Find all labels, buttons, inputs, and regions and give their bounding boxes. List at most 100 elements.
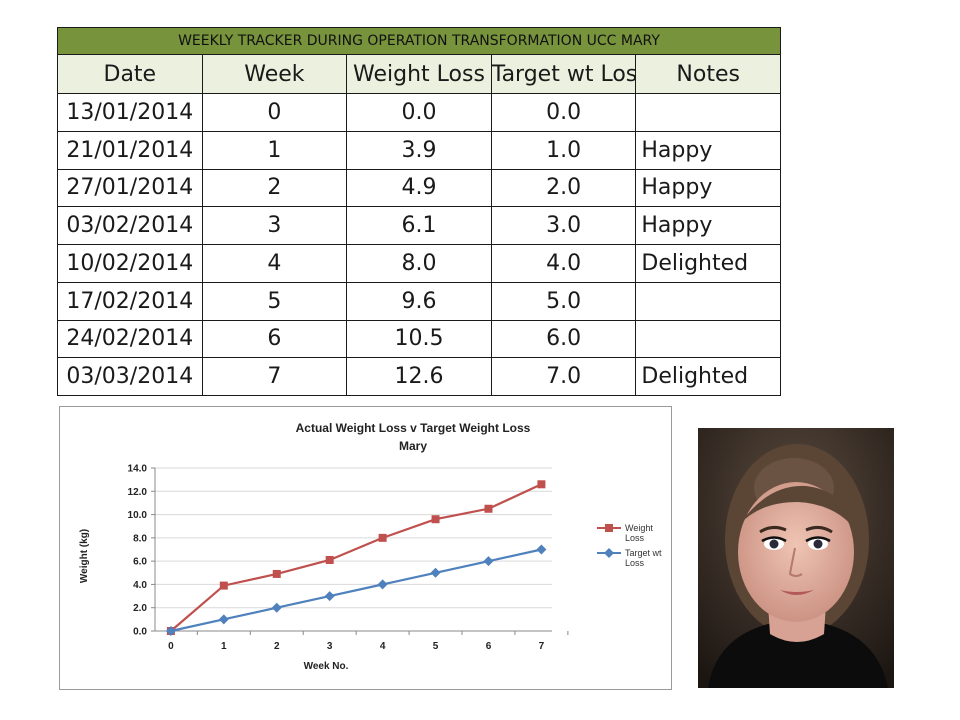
- cell-target-wt-loss: 3.0: [490, 206, 637, 245]
- header-date: Date: [57, 54, 203, 94]
- data-point-target-wt-loss: [536, 544, 547, 555]
- header-weight-loss: Weight Loss: [346, 54, 492, 94]
- table-row: 24/02/2014 6 10.5 6.0: [57, 319, 781, 359]
- legend-marker-target-wt-loss: [604, 548, 614, 558]
- data-point-weight-loss: [325, 555, 334, 564]
- cell-date: 13/01/2014: [57, 93, 203, 132]
- weight-loss-chart: Actual Weight Loss v Target Weight Loss …: [59, 406, 672, 690]
- nose: [788, 547, 803, 577]
- legend-label-target-wt-loss: Loss: [625, 558, 645, 568]
- cell-week: 7: [201, 357, 348, 396]
- data-point-weight-loss: [537, 480, 546, 489]
- data-point-target-wt-loss: [483, 556, 494, 567]
- cell-date: 21/01/2014: [57, 130, 203, 170]
- left-eyebrow: [759, 525, 787, 534]
- cell-weight-loss: 9.6: [346, 281, 492, 321]
- header-week: Week: [201, 54, 348, 94]
- x-tick-label: 4: [380, 641, 386, 652]
- x-tick-label: 5: [433, 641, 439, 652]
- data-point-target-wt-loss: [377, 579, 388, 590]
- table-row: 03/02/2014 3 6.1 3.0 Happy: [57, 206, 781, 245]
- table-row: 21/01/2014 1 3.9 1.0 Happy: [57, 130, 781, 170]
- cell-weight-loss: 6.1: [346, 206, 492, 245]
- x-axis-label: Week No.: [304, 661, 349, 672]
- legend-label-weight-loss: Loss: [625, 533, 645, 543]
- cell-notes: Delighted: [635, 244, 781, 283]
- black-top: [708, 624, 888, 688]
- x-tick-label: 3: [327, 641, 333, 652]
- header-target-wt-loss: Target wt Loss: [490, 54, 637, 94]
- data-point-weight-loss: [219, 581, 228, 590]
- chart-title: Actual Weight Loss v Target Weight Loss: [296, 421, 531, 435]
- cell-target-wt-loss: 4.0: [490, 244, 637, 283]
- data-point-weight-loss: [378, 533, 387, 542]
- cell-weight-loss: 0.0: [346, 93, 492, 132]
- header-notes: Notes: [635, 54, 781, 94]
- cell-notes: Delighted: [635, 357, 781, 396]
- y-tick-label: 6.0: [133, 557, 147, 568]
- cell-date: 27/01/2014: [57, 168, 203, 208]
- cell-date: 03/03/2014: [57, 357, 203, 396]
- data-point-weight-loss: [484, 504, 493, 513]
- cell-target-wt-loss: 2.0: [490, 168, 637, 208]
- cell-weight-loss: 3.9: [346, 130, 492, 170]
- face: [738, 482, 854, 622]
- table-row: 03/03/2014 7 12.6 7.0 Delighted: [57, 357, 781, 396]
- cell-notes: [635, 93, 781, 132]
- chart-axes: 0.0 2.0 4.0 6.0 8.0 10.0 12.0 14.0 0 1 2 3 4 5 6 7: [128, 464, 569, 652]
- data-point-target-wt-loss: [165, 626, 176, 636]
- cell-weight-loss: 12.6: [346, 357, 492, 396]
- chart-series: [165, 480, 547, 636]
- y-tick-label: 14.0: [128, 464, 148, 475]
- cell-week: 0: [201, 93, 348, 132]
- data-point-target-wt-loss: [430, 567, 441, 578]
- cell-target-wt-loss: 6.0: [490, 319, 637, 359]
- right-eyebrow: [805, 525, 833, 534]
- cell-weight-loss: 4.9: [346, 168, 492, 208]
- cell-notes: Happy: [635, 168, 781, 208]
- legend-label-target-wt-loss: Target wt: [625, 548, 662, 558]
- cell-weight-loss: 10.5: [346, 319, 492, 359]
- table-row: 13/01/2014 0 0.0 0.0: [57, 93, 781, 132]
- weekly-tracker-table: WEEKLY TRACKER DURING OPERATION TRANSFOR…: [57, 27, 781, 396]
- table-row: 27/01/2014 2 4.9 2.0 Happy: [57, 168, 781, 208]
- x-tick-label: 1: [221, 641, 227, 652]
- table-title: WEEKLY TRACKER DURING OPERATION TRANSFOR…: [57, 27, 781, 55]
- portrait-photo: [698, 428, 894, 688]
- cell-target-wt-loss: 5.0: [490, 281, 637, 321]
- series-line-target-wt-loss: [170, 548, 542, 633]
- data-point-weight-loss: [431, 515, 440, 524]
- table-row: 17/02/2014 5 9.6 5.0: [57, 281, 781, 321]
- cell-weight-loss: 8.0: [346, 244, 492, 283]
- series-line-weight-loss: [170, 483, 542, 632]
- cell-notes: Happy: [635, 206, 781, 245]
- data-point-target-wt-loss: [271, 602, 282, 613]
- cell-week: 5: [201, 281, 348, 321]
- cell-notes: [635, 281, 781, 321]
- x-tick-label: 2: [274, 641, 280, 652]
- cell-notes: [635, 319, 781, 359]
- y-tick-label: 8.0: [133, 533, 147, 544]
- cell-notes: Happy: [635, 130, 781, 170]
- chart-canvas: Actual Weight Loss v Target Weight Loss …: [79, 421, 662, 672]
- cell-week: 1: [201, 130, 348, 170]
- y-tick-label: 0.0: [133, 627, 147, 638]
- cell-date: 24/02/2014: [57, 319, 203, 359]
- x-tick-label: 7: [539, 641, 545, 652]
- cell-target-wt-loss: 7.0: [490, 357, 637, 396]
- cell-week: 4: [201, 244, 348, 283]
- table-header-row: Date Week Weight Loss Target wt Loss Not…: [57, 54, 781, 94]
- cell-week: 3: [201, 206, 348, 245]
- y-axis-label: Weight (kg): [79, 529, 90, 583]
- y-tick-label: 10.0: [128, 510, 148, 521]
- cell-date: 10/02/2014: [57, 244, 203, 283]
- data-point-target-wt-loss: [218, 614, 229, 625]
- smile: [780, 590, 814, 595]
- data-point-weight-loss: [272, 569, 281, 578]
- y-tick-label: 4.0: [133, 580, 147, 591]
- cell-date: 17/02/2014: [57, 281, 203, 321]
- chart-subtitle: Mary: [399, 439, 427, 453]
- legend-label-weight-loss: Weight: [625, 523, 653, 533]
- cell-week: 2: [201, 168, 348, 208]
